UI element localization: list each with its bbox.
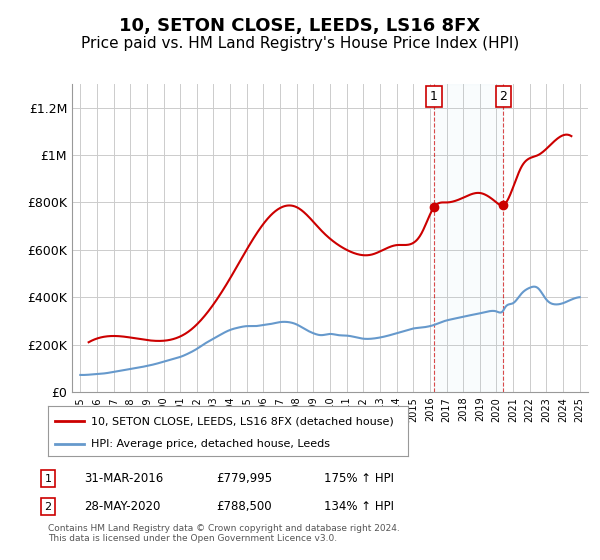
Text: 134% ↑ HPI: 134% ↑ HPI [324,500,394,514]
Text: 2: 2 [500,90,508,103]
Text: £788,500: £788,500 [216,500,272,514]
Text: Contains HM Land Registry data © Crown copyright and database right 2024.
This d: Contains HM Land Registry data © Crown c… [48,524,400,543]
Text: HPI: Average price, detached house, Leeds: HPI: Average price, detached house, Leed… [91,439,330,449]
Text: 175% ↑ HPI: 175% ↑ HPI [324,472,394,486]
Text: £779,995: £779,995 [216,472,272,486]
Text: 10, SETON CLOSE, LEEDS, LS16 8FX: 10, SETON CLOSE, LEEDS, LS16 8FX [119,17,481,35]
Text: 1: 1 [430,90,438,103]
Bar [434,84,503,392]
Text: Price paid vs. HM Land Registry's House Price Index (HPI): Price paid vs. HM Land Registry's House … [81,36,519,52]
Text: 10, SETON CLOSE, LEEDS, LS16 8FX (detached house): 10, SETON CLOSE, LEEDS, LS16 8FX (detach… [91,416,394,426]
Text: 1: 1 [44,474,52,484]
Text: 28-MAY-2020: 28-MAY-2020 [84,500,160,514]
Text: 2: 2 [44,502,52,512]
Text: 31-MAR-2016: 31-MAR-2016 [84,472,163,486]
